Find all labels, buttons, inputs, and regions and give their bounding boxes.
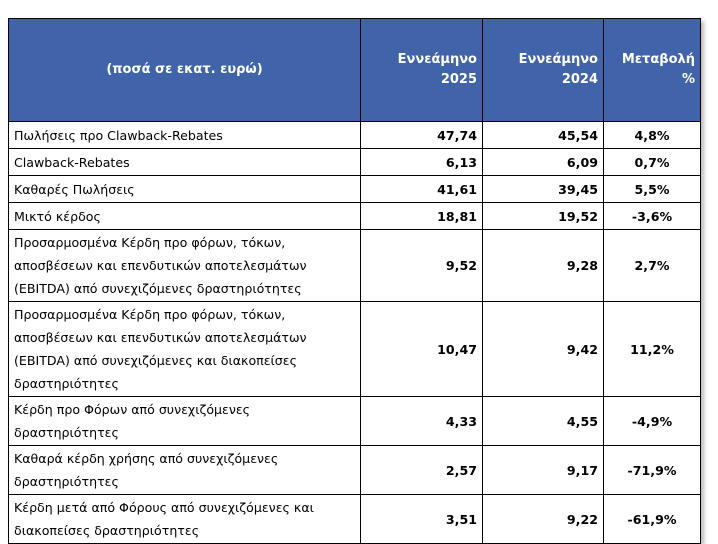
value-cell: -4,9% bbox=[603, 396, 701, 446]
value-cell: 9,22 bbox=[482, 494, 604, 544]
value-cell: 9,28 bbox=[482, 229, 604, 302]
value-cell: 18,81 bbox=[360, 202, 483, 230]
value-cell: -61,9% bbox=[603, 494, 701, 544]
table-row: Καθαρές Πωλήσεις 41,61 39,45 5,5% bbox=[8, 175, 701, 203]
value-cell: 9,17 bbox=[482, 445, 604, 495]
value-cell: 4,55 bbox=[482, 396, 604, 446]
row-label: Clawback-Rebates bbox=[8, 148, 361, 176]
value-cell: 6,09 bbox=[482, 148, 604, 176]
value-cell: 6,13 bbox=[360, 148, 483, 176]
value-cell: -71,9% bbox=[603, 445, 701, 495]
table-row: Clawback-Rebates 6,13 6,09 0,7% bbox=[8, 148, 701, 176]
row-label: Μικτό κέρδος bbox=[8, 202, 361, 230]
value-cell: 39,45 bbox=[482, 175, 604, 203]
value-cell: 4,8% bbox=[603, 121, 701, 149]
value-cell: 19,52 bbox=[482, 202, 604, 230]
table-row: Κέρδη προ Φόρων από συνεχιζόμενες δραστη… bbox=[8, 396, 701, 446]
header-row: (ποσά σε εκατ. ευρώ) Εννεάμηνο 2025 Εννεάμ… bbox=[8, 18, 701, 122]
value-cell: 9,42 bbox=[482, 301, 604, 397]
value-cell: 2,7% bbox=[603, 229, 701, 302]
header-cell: Εννεάμηνο 2024 bbox=[482, 18, 604, 122]
header-cell: Μεταβολή % bbox=[603, 18, 701, 122]
table-row: Πωλήσεις προ Clawback-Rebates 47,74 45,54 4… bbox=[8, 121, 701, 149]
table-row: Μικτό κέρδος 18,81 19,52 -3,6% bbox=[8, 202, 701, 230]
value-cell: -3,6% bbox=[603, 202, 701, 230]
value-cell: 10,47 bbox=[360, 301, 483, 397]
row-label: Καθαρές Πωλήσεις bbox=[8, 175, 361, 203]
row-label: Προσαρμοσμένα Κέρδη προ φόρων, τόκων, απ… bbox=[8, 229, 361, 302]
table-container: (ποσά σε εκατ. ευρώ) Εννεάμηνο 2025 Εννεάμ… bbox=[8, 18, 701, 544]
value-cell: 2,57 bbox=[360, 445, 483, 495]
value-cell: 41,61 bbox=[360, 175, 483, 203]
header-cell: Εννεάμηνο 2025 bbox=[360, 18, 483, 122]
value-cell: 5,5% bbox=[603, 175, 701, 203]
row-label: Καθαρά κέρδη χρήσης από συνεχιζόμενες δρ… bbox=[8, 445, 361, 495]
table-row: Καθαρά κέρδη χρήσης από συνεχιζόμενες δρ… bbox=[8, 445, 701, 495]
table-row: Προσαρμοσμένα Κέρδη προ φόρων, τόκων, απ… bbox=[8, 229, 701, 302]
row-label: Πωλήσεις προ Clawback-Rebates bbox=[8, 121, 361, 149]
value-cell: 3,51 bbox=[360, 494, 483, 544]
value-cell: 45,54 bbox=[482, 121, 604, 149]
header-cell: (ποσά σε εκατ. ευρώ) bbox=[8, 18, 361, 122]
row-label: Κέρδη μετά από Φόρους από συνεχιζόμενες … bbox=[8, 494, 361, 544]
value-cell: 9,52 bbox=[360, 229, 483, 302]
row-label: Κέρδη προ Φόρων από συνεχιζόμενες δραστη… bbox=[8, 396, 361, 446]
table-row: Κέρδη μετά από Φόρους από συνεχιζόμενες … bbox=[8, 494, 701, 544]
value-cell: 11,2% bbox=[603, 301, 701, 397]
results-table: (ποσά σε εκατ. ευρώ) Εννεάμηνο 2025 Εννεάμ… bbox=[8, 18, 701, 544]
row-label: Προσαρμοσμένα Κέρδη προ φόρων, τόκων, απ… bbox=[8, 301, 361, 397]
value-cell: 0,7% bbox=[603, 148, 701, 176]
value-cell: 47,74 bbox=[360, 121, 483, 149]
table-row: Προσαρμοσμένα Κέρδη προ φόρων, τόκων, απ… bbox=[8, 301, 701, 397]
value-cell: 4,33 bbox=[360, 396, 483, 446]
